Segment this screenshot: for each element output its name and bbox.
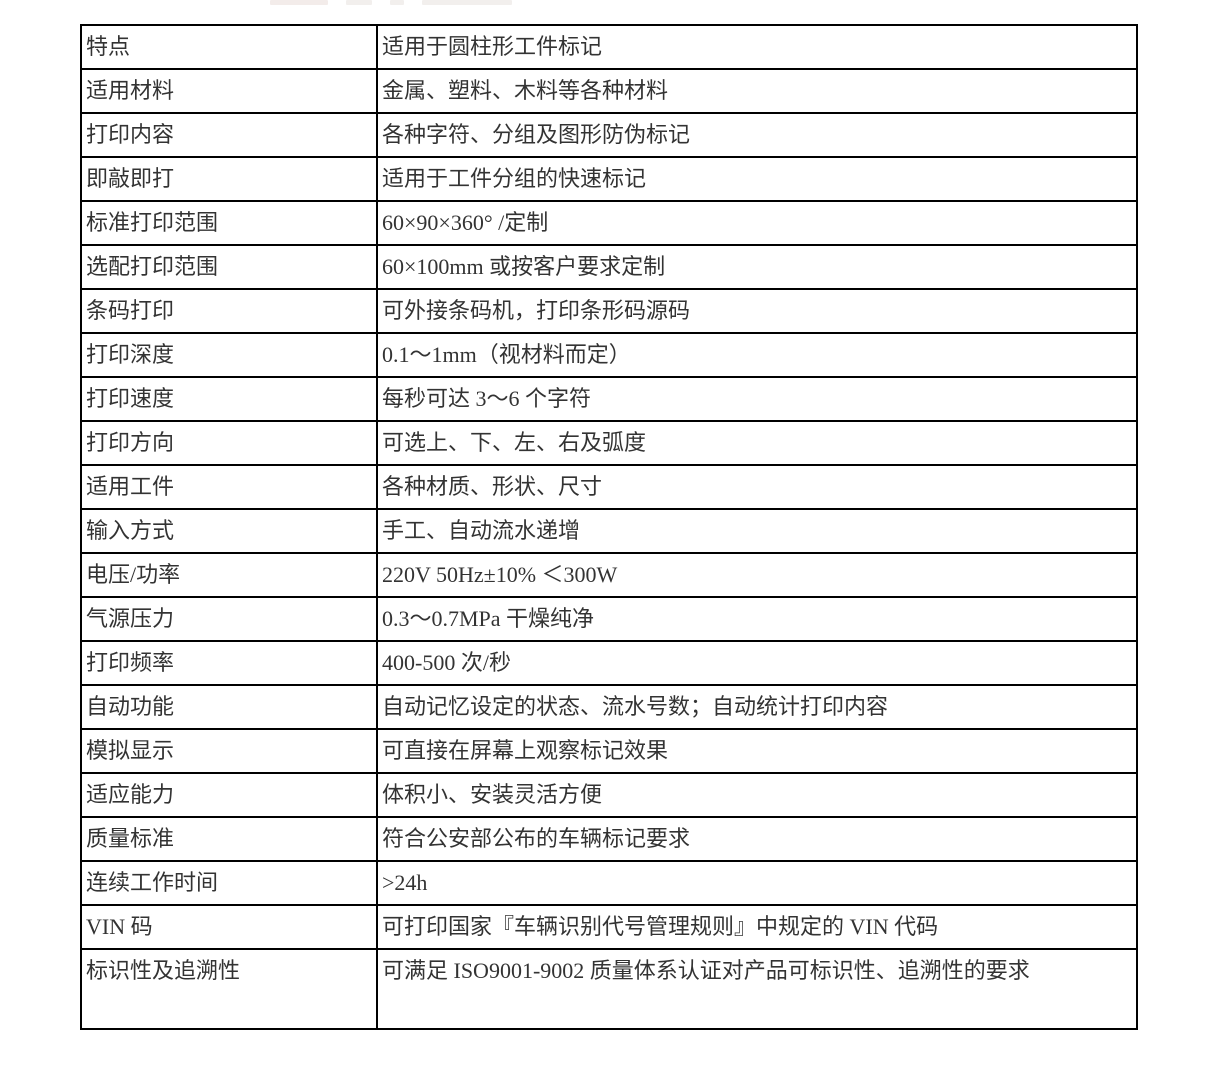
table-row: VIN 码 可打印国家『车辆识别代号管理规则』中规定的 VIN 代码 [80, 904, 1138, 950]
spec-value-cell: 每秒可达 3～6 个字符 [376, 376, 1138, 422]
spec-label-cell: 打印方向 [80, 420, 378, 466]
spec-label-cell: 气源压力 [80, 596, 378, 642]
spec-value-cell: 适用于工件分组的快速标记 [376, 156, 1138, 202]
spec-label-cell: 打印频率 [80, 640, 378, 686]
heading-fragment-mark [422, 0, 512, 5]
table-row: 模拟显示 可直接在屏幕上观察标记效果 [80, 728, 1138, 774]
spec-value-cell: 220V 50Hz±10% ＜300W [376, 552, 1138, 598]
spec-label-cell: 自动功能 [80, 684, 378, 730]
table-row: 连续工作时间 >24h [80, 860, 1138, 906]
spec-label-cell: 质量标准 [80, 816, 378, 862]
spec-label-cell: 适用材料 [80, 68, 378, 114]
spec-value-cell: 各种字符、分组及图形防伪标记 [376, 112, 1138, 158]
heading-fragment-mark [390, 0, 404, 5]
spec-value-cell: 可满足 ISO9001-9002 质量体系认证对产品可标识性、追溯性的要求 [376, 948, 1138, 1030]
spec-label-cell: 打印内容 [80, 112, 378, 158]
table-row: 气源压力 0.3～0.7MPa 干燥纯净 [80, 596, 1138, 642]
spec-label-cell: 打印速度 [80, 376, 378, 422]
spec-label-cell: 打印深度 [80, 332, 378, 378]
heading-fragment-mark [270, 0, 328, 5]
spec-value-cell: 自动记忆设定的状态、流水号数；自动统计打印内容 [376, 684, 1138, 730]
heading-fragment-mark [346, 0, 372, 5]
spec-value-cell: 体积小、安装灵活方便 [376, 772, 1138, 818]
table-row: 适应能力 体积小、安装灵活方便 [80, 772, 1138, 818]
spec-value-cell: 400-500 次/秒 [376, 640, 1138, 686]
table-row: 选配打印范围 60×100mm 或按客户要求定制 [80, 244, 1138, 290]
spec-value-cell: 0.1～1mm（视材料而定） [376, 332, 1138, 378]
spec-label-cell: 适应能力 [80, 772, 378, 818]
table-row: 打印频率 400-500 次/秒 [80, 640, 1138, 686]
spec-label-cell: 电压/功率 [80, 552, 378, 598]
spec-table-body: 特点 适用于圆柱形工件标记 适用材料 金属、塑料、木料等各种材料 打印内容 各种… [80, 24, 1138, 1030]
table-row: 打印深度 0.1～1mm（视材料而定） [80, 332, 1138, 378]
table-row: 打印速度 每秒可达 3～6 个字符 [80, 376, 1138, 422]
spec-label-cell: 模拟显示 [80, 728, 378, 774]
table-row: 条码打印 可外接条码机，打印条形码源码 [80, 288, 1138, 334]
cropped-heading-fragment [270, 0, 560, 7]
spec-label-cell: 标准打印范围 [80, 200, 378, 246]
spec-label-cell: 即敲即打 [80, 156, 378, 202]
table-row: 电压/功率 220V 50Hz±10% ＜300W [80, 552, 1138, 598]
spec-label-cell: 标识性及追溯性 [80, 948, 378, 1030]
table-row: 质量标准 符合公安部公布的车辆标记要求 [80, 816, 1138, 862]
spec-value-cell: 金属、塑料、木料等各种材料 [376, 68, 1138, 114]
spec-value-cell: 0.3～0.7MPa 干燥纯净 [376, 596, 1138, 642]
table-row: 打印内容 各种字符、分组及图形防伪标记 [80, 112, 1138, 158]
spec-value-cell: 60×90×360° /定制 [376, 200, 1138, 246]
spec-value-cell: 手工、自动流水递增 [376, 508, 1138, 554]
table-row: 打印方向 可选上、下、左、右及弧度 [80, 420, 1138, 466]
spec-value-cell: 可选上、下、左、右及弧度 [376, 420, 1138, 466]
spec-label-cell: 输入方式 [80, 508, 378, 554]
table-row: 即敲即打 适用于工件分组的快速标记 [80, 156, 1138, 202]
spec-value-cell: 60×100mm 或按客户要求定制 [376, 244, 1138, 290]
spec-value-cell: 可直接在屏幕上观察标记效果 [376, 728, 1138, 774]
table-row: 标识性及追溯性 可满足 ISO9001-9002 质量体系认证对产品可标识性、追… [80, 948, 1138, 1030]
table-row: 适用工件 各种材质、形状、尺寸 [80, 464, 1138, 510]
spec-value-cell: >24h [376, 860, 1138, 906]
spec-table: 特点 适用于圆柱形工件标记 适用材料 金属、塑料、木料等各种材料 打印内容 各种… [80, 24, 1138, 1030]
spec-table-container: 特点 适用于圆柱形工件标记 适用材料 金属、塑料、木料等各种材料 打印内容 各种… [80, 24, 1138, 1030]
spec-value-cell: 符合公安部公布的车辆标记要求 [376, 816, 1138, 862]
spec-label-cell: VIN 码 [80, 904, 378, 950]
spec-label-cell: 条码打印 [80, 288, 378, 334]
spec-value-cell: 各种材质、形状、尺寸 [376, 464, 1138, 510]
spec-value-cell: 适用于圆柱形工件标记 [376, 24, 1138, 70]
table-row: 特点 适用于圆柱形工件标记 [80, 24, 1138, 70]
spec-label-cell: 连续工作时间 [80, 860, 378, 906]
table-row: 自动功能 自动记忆设定的状态、流水号数；自动统计打印内容 [80, 684, 1138, 730]
spec-label-cell: 特点 [80, 24, 378, 70]
spec-label-cell: 选配打印范围 [80, 244, 378, 290]
table-row: 输入方式 手工、自动流水递增 [80, 508, 1138, 554]
spec-label-cell: 适用工件 [80, 464, 378, 510]
table-row: 标准打印范围 60×90×360° /定制 [80, 200, 1138, 246]
table-row: 适用材料 金属、塑料、木料等各种材料 [80, 68, 1138, 114]
spec-value-cell: 可外接条码机，打印条形码源码 [376, 288, 1138, 334]
spec-value-cell: 可打印国家『车辆识别代号管理规则』中规定的 VIN 代码 [376, 904, 1138, 950]
